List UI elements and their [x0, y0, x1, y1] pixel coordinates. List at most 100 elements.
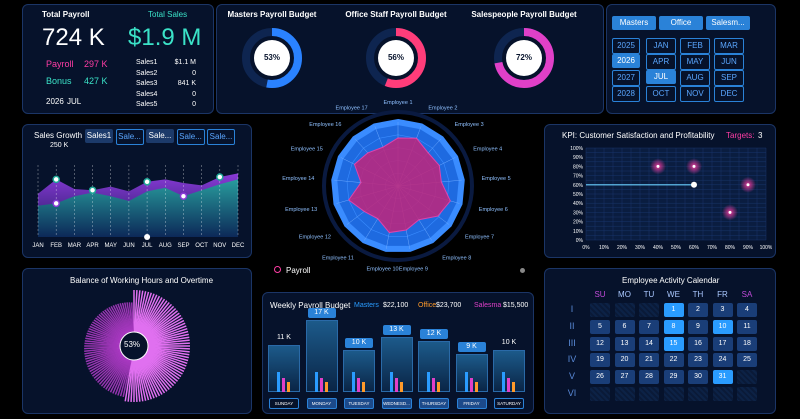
kpi-y-tick: 70% [573, 174, 584, 180]
filter-year-button[interactable]: 2027 [612, 70, 640, 86]
kpi-y-tick: 0% [576, 238, 584, 244]
sales-row-value: 0 [192, 101, 196, 108]
calendar-day[interactable]: 12 [590, 336, 610, 351]
calendar-day[interactable]: 31 [712, 370, 733, 385]
balance-spoke [84, 348, 121, 358]
balance-spoke [105, 357, 128, 390]
filter-year-button[interactable]: 2028 [612, 86, 640, 102]
filter-year-button[interactable]: 2025 [612, 38, 640, 54]
calendar-day[interactable]: 23 [688, 353, 708, 368]
kpi-y-tick: 10% [573, 229, 584, 235]
calendar-day[interactable]: 3 [712, 303, 733, 317]
kpi-x-tick: 0% [582, 245, 590, 251]
balance-spoke [84, 345, 121, 350]
weekly-day-button[interactable]: MONDAY [306, 398, 337, 409]
calendar-day[interactable]: 8 [663, 319, 684, 334]
filter-month-button[interactable]: JUN [714, 54, 744, 70]
balance-spoke [138, 293, 155, 334]
sales-growth-tab[interactable]: Sale... [146, 129, 174, 143]
filter-month-button[interactable]: JUL [646, 70, 676, 84]
calendar-day[interactable]: 27 [614, 370, 635, 385]
filter-year-button[interactable]: 2026 [612, 54, 640, 68]
calendar-day[interactable]: 6 [614, 319, 635, 334]
calendar-day[interactable]: 5 [590, 319, 610, 334]
calendar-day[interactable]: 22 [663, 353, 684, 368]
weekly-day-button[interactable]: SATURDAY [494, 398, 524, 409]
calendar-day[interactable]: 1 [663, 303, 684, 317]
calendar-day[interactable]: 21 [639, 353, 659, 368]
payroll-label: Payroll [46, 59, 74, 69]
calendar-day[interactable]: 30 [688, 370, 708, 385]
filter-month-button[interactable]: NOV [680, 86, 710, 102]
balance-spoke [89, 352, 123, 373]
filter-month-button[interactable]: APR [646, 54, 676, 70]
budget-gauge [366, 28, 426, 88]
calendar-day[interactable]: 26 [590, 370, 610, 385]
calendar-day[interactable]: 11 [737, 319, 757, 334]
calendar-day[interactable]: 15 [663, 336, 684, 351]
filter-category-button[interactable]: Masters [612, 16, 656, 30]
kpi-target-point [746, 183, 750, 187]
calendar-day[interactable]: 16 [688, 336, 708, 351]
weekly-bar-label: 17 K [307, 308, 336, 318]
balance-spoke [143, 307, 177, 338]
radar-employee-label: Employee 3 [455, 122, 484, 128]
filter-month-button[interactable]: MAR [714, 38, 744, 54]
month-tick-label: JAN [32, 243, 43, 249]
calendar-week-label: V [568, 371, 575, 382]
calendar-day[interactable]: 20 [614, 353, 635, 368]
sales-growth-tab[interactable]: Sales1 [85, 129, 113, 143]
weekly-mini-bar [314, 372, 318, 392]
balance-spoke [144, 353, 180, 380]
filter-month-button[interactable]: DEC [714, 86, 744, 102]
balance-spoke [135, 290, 144, 333]
calendar-day [639, 303, 659, 317]
calendar-day[interactable]: 4 [737, 303, 757, 317]
month-tick-label: DEC [232, 243, 245, 249]
balance-spoke [85, 348, 121, 360]
calendar-day[interactable]: 24 [712, 353, 733, 368]
calendar-day[interactable]: 28 [639, 370, 659, 385]
filter-month-button[interactable]: SEP [714, 70, 744, 86]
calendar-day[interactable]: 18 [737, 336, 757, 351]
filter-month-button[interactable]: MAY [680, 54, 710, 70]
balance-spoke [140, 297, 163, 335]
calendar-day[interactable]: 10 [712, 319, 733, 334]
kpi-targets-value: 3 [758, 131, 763, 140]
filter-month-button[interactable]: AUG [680, 70, 710, 86]
kpi-targets-label: Targets: [726, 131, 755, 140]
calendar-day[interactable]: 7 [639, 319, 659, 334]
weekly-bar-label: 12 K [420, 329, 448, 340]
calendar-day[interactable]: 14 [639, 336, 659, 351]
weekly-day-button[interactable]: FRIDAY [456, 398, 487, 409]
balance-spoke [137, 292, 153, 333]
radar-outer-ring [322, 110, 474, 262]
sales-growth-tab[interactable]: Sale... [176, 129, 205, 145]
balance-spoke [110, 305, 128, 335]
calendar-day[interactable]: 19 [590, 353, 610, 368]
sales-growth-tab[interactable]: Sale... [115, 129, 144, 145]
calendar-day[interactable]: 25 [737, 353, 757, 368]
weekly-day-button[interactable]: TUESDAY [344, 398, 374, 409]
kpi-x-tick: 30% [635, 245, 646, 251]
calendar-day[interactable]: 13 [614, 336, 635, 351]
series-b-point [52, 199, 60, 208]
weekly-mini-bar [427, 372, 430, 392]
filter-month-button[interactable]: JAN [646, 38, 676, 54]
sales-growth-tab[interactable]: Sale... [207, 129, 235, 145]
weekly-day-button[interactable]: WEDNESD... [381, 398, 412, 409]
calendar-day[interactable]: 29 [663, 370, 684, 385]
filter-category-button[interactable]: Salesm... [706, 16, 750, 30]
sales-row-value: 0 [192, 90, 196, 98]
calendar-weekday: SA [741, 290, 753, 299]
calendar-day[interactable]: 9 [688, 319, 708, 334]
calendar-day[interactable]: 2 [688, 303, 708, 317]
balance-title: Balance of Working Hours and Overtime [70, 276, 214, 285]
weekly-day-button[interactable]: SUNDAY [269, 398, 299, 409]
calendar-day[interactable]: 17 [712, 336, 733, 351]
filter-category-button[interactable]: Office [659, 16, 703, 30]
balance-spoke [87, 351, 122, 368]
filter-month-button[interactable]: OCT [646, 86, 676, 102]
filter-month-button[interactable]: FEB [680, 38, 710, 54]
weekly-day-button[interactable]: THURSDAY [419, 398, 449, 409]
